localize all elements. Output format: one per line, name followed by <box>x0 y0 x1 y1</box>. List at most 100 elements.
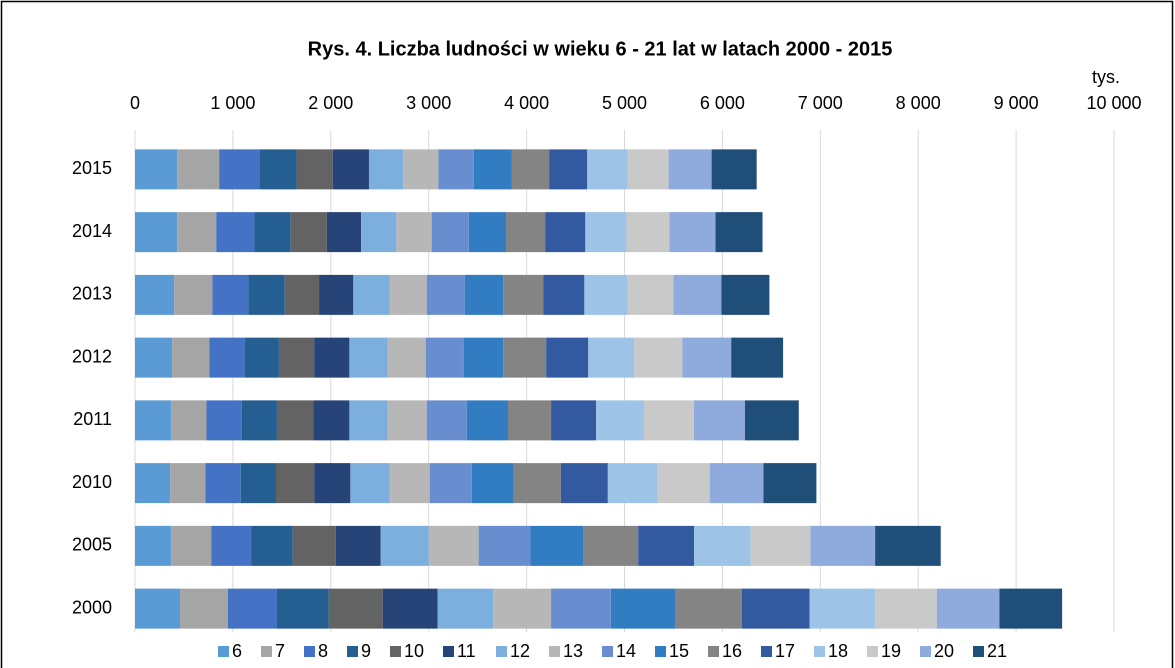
bar-segment <box>349 400 388 441</box>
bar-segment <box>715 212 763 253</box>
x-tick-label: 7 000 <box>798 93 843 113</box>
legend-swatch <box>708 646 719 657</box>
bar-segment <box>211 525 252 566</box>
bar-segment <box>216 212 255 253</box>
chart-title: Rys. 4. Liczba ludności w wieku 6 - 21 l… <box>308 38 893 60</box>
legend-label: 15 <box>669 641 689 661</box>
bar-segment <box>634 337 683 378</box>
bar-segment <box>251 525 293 566</box>
bar-segment <box>292 525 336 566</box>
bar-segment <box>473 149 512 190</box>
bar-segment <box>543 274 585 315</box>
bar-segment <box>626 212 670 253</box>
bar-segment <box>209 337 245 378</box>
bar-segment <box>560 463 608 504</box>
bar-segment <box>875 525 941 566</box>
bar-segment <box>170 463 206 504</box>
bar-segment <box>627 149 669 190</box>
x-tick-label: 9 000 <box>994 93 1039 113</box>
x-tick-label: 10 000 <box>1086 93 1141 113</box>
legend-label: 9 <box>361 641 371 661</box>
bar-segment <box>428 525 479 566</box>
bar-segment <box>335 525 381 566</box>
y-tick-label: 2012 <box>72 346 112 366</box>
bar-segment <box>711 149 757 190</box>
bar-segment <box>999 588 1063 629</box>
bar-segment <box>694 400 745 441</box>
bar-segment <box>135 525 172 566</box>
legend-swatch <box>443 646 454 657</box>
y-tick-label: 2010 <box>72 472 112 492</box>
bar-segment <box>380 525 429 566</box>
bar-segment <box>177 149 220 190</box>
bar-segment <box>353 274 390 315</box>
bar-segment <box>219 149 260 190</box>
bar-segment <box>709 463 764 504</box>
legend-label: 13 <box>563 641 583 661</box>
bar-segment <box>290 212 327 253</box>
bar-segment <box>425 337 464 378</box>
bar-segment <box>545 212 586 253</box>
bar-segment <box>549 149 588 190</box>
bar-segment <box>750 525 811 566</box>
bar-segment <box>254 212 291 253</box>
bar-segment <box>809 588 876 629</box>
legend-label: 7 <box>275 641 285 661</box>
bar-segment <box>466 400 508 441</box>
bar-segment <box>585 212 627 253</box>
bar-segment <box>212 274 249 315</box>
bar-segment <box>382 588 438 629</box>
bar-segment <box>135 337 173 378</box>
bar-segment <box>731 337 784 378</box>
bar-segment <box>669 212 716 253</box>
bar-segment <box>673 274 722 315</box>
bar-segment <box>744 400 799 441</box>
bar-segment <box>319 274 354 315</box>
bar-segment <box>241 400 277 441</box>
bar-segment <box>349 337 388 378</box>
bar-segment <box>507 400 552 441</box>
bar-segment <box>403 149 439 190</box>
x-tick-label: 0 <box>130 93 140 113</box>
legend-label: 8 <box>318 641 328 661</box>
axis-unit-label: tys. <box>1092 67 1120 87</box>
bar-segment <box>437 588 494 629</box>
y-tick-label: 2014 <box>72 221 112 241</box>
bar-segment <box>240 463 276 504</box>
x-tick-label: 8 000 <box>896 93 941 113</box>
bar-segment <box>389 274 427 315</box>
bar-segment <box>721 274 770 315</box>
legend-swatch <box>218 646 229 657</box>
bar-segment <box>478 525 531 566</box>
bar-segment <box>259 149 297 190</box>
bar-segment <box>180 588 229 629</box>
bar-segment <box>464 274 504 315</box>
bar-segment <box>275 463 315 504</box>
y-tick-label: 2013 <box>72 284 112 304</box>
legend-swatch <box>496 646 507 657</box>
bar-segment <box>530 525 584 566</box>
legend-swatch <box>920 646 931 657</box>
legend-swatch <box>261 646 272 657</box>
legend-label: 18 <box>828 641 848 661</box>
bar-segment <box>584 274 628 315</box>
bar-segment <box>471 463 514 504</box>
bar-segment <box>438 149 474 190</box>
bar-segment <box>426 274 465 315</box>
bar-segment <box>368 149 404 190</box>
bar-segment <box>668 149 712 190</box>
legend-swatch <box>655 646 666 657</box>
legend-swatch <box>347 646 358 657</box>
bar-segment <box>588 337 635 378</box>
bar-segment <box>493 588 552 629</box>
bar-segment <box>607 463 658 504</box>
bar-segment <box>135 149 178 190</box>
bar-segment <box>244 337 279 378</box>
y-tick-label: 2005 <box>72 535 112 555</box>
bar-segment <box>875 588 937 629</box>
bar-segment <box>936 588 1000 629</box>
bar-segment <box>135 400 172 441</box>
bar-segment <box>135 274 175 315</box>
bar-segment <box>361 212 397 253</box>
